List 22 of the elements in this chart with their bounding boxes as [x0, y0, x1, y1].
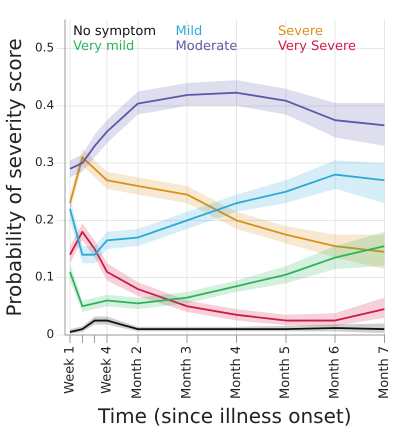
y-tick-label: 0.4: [34, 98, 54, 112]
x-tick-label: Week 1: [62, 346, 78, 394]
x-tick-label: Month 5: [278, 346, 294, 400]
x-tick-label: Month 3: [180, 346, 195, 400]
text: Severe: [278, 24, 323, 39]
x-axis-title: Time (since illness onset): [96, 404, 352, 428]
text: Very mild: [73, 38, 134, 54]
x-tick-label: Week 4: [99, 346, 114, 394]
y-axis-title: Probability of severity score: [2, 38, 26, 316]
y-tick-label: 0.3: [34, 155, 54, 170]
x-tick-label: Month 2: [130, 346, 146, 400]
y-tick-label: 0.2: [34, 212, 54, 226]
x-tick-label: Month 6: [327, 346, 342, 400]
x-tick-label: Month 4: [228, 346, 244, 400]
y-tick-label: 0.1: [34, 270, 54, 284]
y-tick-label: 0.5: [34, 40, 54, 55]
text: Mild: [176, 24, 202, 39]
text: Moderate: [176, 38, 238, 54]
y-tick-label: 0: [46, 326, 54, 341]
x-tick-label: Month 7: [376, 346, 392, 400]
text: Very Severe: [278, 38, 356, 54]
text: No symptom: [73, 24, 156, 39]
